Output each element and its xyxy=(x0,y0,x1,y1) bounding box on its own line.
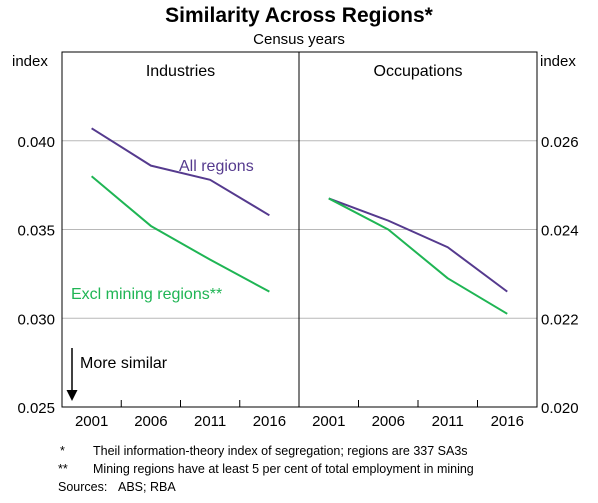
x-tick-label: 2011 xyxy=(194,413,226,430)
footnotes: * Theil information-theory index of segr… xyxy=(58,444,474,494)
legend-all-regions: All regions xyxy=(179,158,254,175)
series-line-industries-all-regions xyxy=(91,127,270,217)
right-tick-label: 0.020 xyxy=(541,400,579,417)
footnote-1-text: Theil information-theory index of segreg… xyxy=(93,444,468,458)
x-tick-label: 2016 xyxy=(253,413,286,430)
left-tick-label: 0.040 xyxy=(17,134,55,151)
arrow-down-icon xyxy=(66,390,78,401)
right-axis-unit: index xyxy=(540,53,576,70)
data-lines xyxy=(90,127,508,315)
right-tick-label: 0.024 xyxy=(541,223,579,240)
right-tick-label: 0.022 xyxy=(541,311,579,328)
panel-title-industries: Industries xyxy=(146,63,215,80)
chart-title: Similarity Across Regions* xyxy=(165,4,433,27)
panels: Industries Occupations xyxy=(61,51,538,408)
x-tick-label: 2006 xyxy=(134,413,167,430)
left-tick-label: 0.025 xyxy=(17,400,55,417)
x-tick-label: 2006 xyxy=(372,413,405,430)
sources-label: Sources: xyxy=(58,480,107,494)
x-tick-label: 2001 xyxy=(312,413,345,430)
x-tick-label: 2016 xyxy=(491,413,524,430)
series-line-occupations-all-regions xyxy=(328,197,508,293)
right-tick-label: 0.026 xyxy=(541,134,579,151)
x-tick-label: 2011 xyxy=(432,413,464,430)
series-line-industries-excl-mining xyxy=(90,175,270,293)
legend-excl-mining: Excl mining regions** xyxy=(71,286,222,303)
series-line-occupations-excl-mining xyxy=(328,197,508,315)
left-axis-unit: index xyxy=(12,53,48,70)
footnote-2-text: Mining regions have at least 5 per cent … xyxy=(93,462,474,476)
x-tick-label: 2001 xyxy=(75,413,108,430)
footnote-2-mark: ** xyxy=(58,462,68,476)
footnote-1-mark: * xyxy=(60,444,65,458)
annotation-text: More similar xyxy=(80,355,168,372)
left-tick-label: 0.030 xyxy=(17,311,55,328)
axis-ticks: 0.040 0.035 0.030 0.025 0.026 0.024 0.022 0.020… xyxy=(17,134,578,430)
sources-text: ABS; RBA xyxy=(118,480,176,494)
chart-subtitle: Census years xyxy=(253,31,345,48)
left-tick-label: 0.035 xyxy=(17,223,55,240)
more-similar-annotation: More similar xyxy=(66,348,168,401)
panel-title-occupations: Occupations xyxy=(374,63,463,80)
